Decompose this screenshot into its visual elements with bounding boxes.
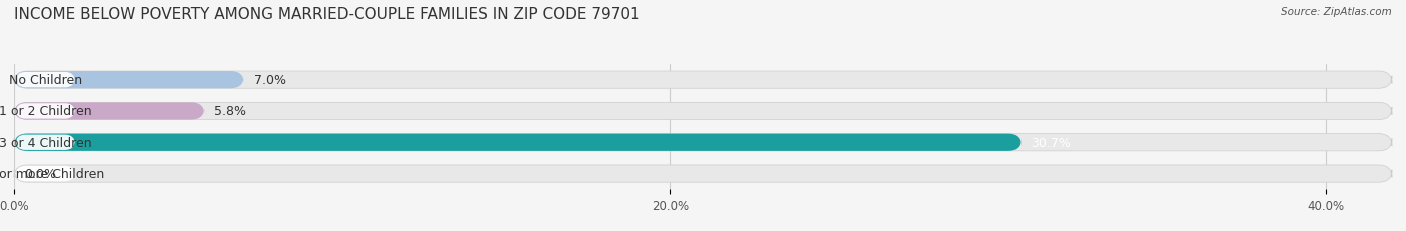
FancyBboxPatch shape — [14, 103, 204, 120]
FancyBboxPatch shape — [15, 73, 75, 88]
Text: 7.0%: 7.0% — [253, 74, 285, 87]
FancyBboxPatch shape — [14, 103, 1392, 120]
Text: 5 or more Children: 5 or more Children — [0, 167, 104, 180]
Text: 1 or 2 Children: 1 or 2 Children — [0, 105, 91, 118]
Text: 0.0%: 0.0% — [24, 167, 56, 180]
FancyBboxPatch shape — [14, 165, 1392, 182]
Text: No Children: No Children — [8, 74, 82, 87]
Text: 5.8%: 5.8% — [214, 105, 246, 118]
FancyBboxPatch shape — [15, 166, 75, 182]
FancyBboxPatch shape — [15, 104, 75, 119]
FancyBboxPatch shape — [14, 72, 243, 89]
Text: INCOME BELOW POVERTY AMONG MARRIED-COUPLE FAMILIES IN ZIP CODE 79701: INCOME BELOW POVERTY AMONG MARRIED-COUPL… — [14, 7, 640, 22]
FancyBboxPatch shape — [14, 134, 1392, 151]
FancyBboxPatch shape — [14, 134, 1021, 151]
FancyBboxPatch shape — [15, 135, 75, 150]
FancyBboxPatch shape — [14, 72, 1392, 89]
Text: 3 or 4 Children: 3 or 4 Children — [0, 136, 91, 149]
Text: 30.7%: 30.7% — [1031, 136, 1071, 149]
Text: Source: ZipAtlas.com: Source: ZipAtlas.com — [1281, 7, 1392, 17]
